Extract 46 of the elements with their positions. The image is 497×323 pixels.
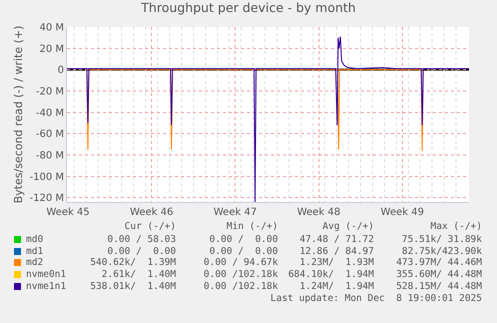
chart-title: Throughput per device - by month [140,0,356,16]
y-tick-label: 20 M [39,44,64,55]
legend-label: nvme1n1 [26,280,66,292]
x-tick-label: Week 46 [130,207,174,218]
text: 0.00 / 0.00 [209,246,278,257]
text: 538.01k/ 1.40M [90,280,176,292]
text: 528.15M/ 44.48M [396,280,482,292]
y-tick-label: -20 M [36,86,64,98]
text: 0.00 / 0.00 [107,246,176,257]
text: 0.00 /102.18k [204,269,278,280]
text: 0.00 /102.18k [204,280,278,292]
text: 540.62k/ 1.39M [90,257,176,268]
y-axis-title: Bytes/second read (-) / write (+) [12,26,26,204]
text: Min (-/+) [226,221,278,232]
text: 473.97M/ 44.46M [396,257,482,268]
legend-label: md0 [26,234,44,245]
text: 12.86 / 84.97 [300,246,374,257]
x-tick-label: Week 49 [380,207,424,218]
y-tick-label: -60 M [36,129,64,140]
text: Last update: Mon Dec 8 19:00:01 2025 [270,292,482,304]
y-tick-label: 0 [58,65,64,76]
y-tick-label: -40 M [36,108,64,119]
legend-label: md1 [26,246,44,257]
y-tick-label: -80 M [36,150,64,162]
legend-label: nvme0n1 [26,269,66,280]
text: 2.61k/ 1.40M [102,269,176,280]
x-tick-label: Week 45 [46,207,90,218]
text: 75.51k/ 31.89k [402,234,482,245]
text: 355.60M/ 44.48M [396,269,482,280]
text: Max (-/+) [430,221,482,232]
text: 0.00 / 0.00 [209,234,278,245]
text: 1.23M/ 1.93M [300,257,374,268]
x-tick-label: Week 47 [214,207,257,218]
text: Avg (-/+) [322,221,374,232]
text: 0.00 / 58.03 [107,234,176,245]
legend-label: md2 [26,257,44,268]
text: 47.48 / 71.72 [300,234,374,245]
text: 0.00 / 94.67k [204,257,278,268]
x-tick-label: Week 48 [297,207,340,218]
text: Cur (-/+) [124,221,176,232]
text: 82.75k/423.90k [402,246,482,257]
y-tick-label: -120 M [29,193,64,204]
text: 1.24M/ 1.94M [300,280,374,292]
y-tick-label: -100 M [29,172,64,183]
y-tick-label: 40 M [39,22,64,34]
text: 684.10k/ 1.94M [288,269,374,280]
